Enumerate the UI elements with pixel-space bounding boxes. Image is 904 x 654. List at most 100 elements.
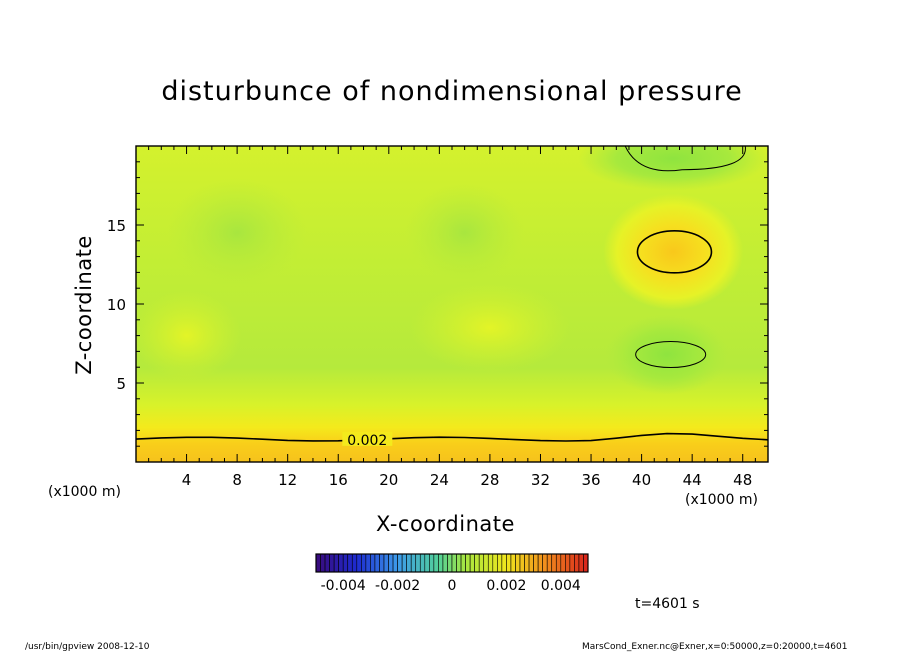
colorbar-cell (474, 553, 480, 573)
colorbar-cell (406, 553, 412, 573)
x-tick-label: 16 (329, 471, 348, 489)
colorbar-cell (574, 553, 580, 573)
colorbar-cell (487, 553, 494, 573)
footer-command: /usr/bin/gpview 2008-12-10 (25, 642, 150, 652)
chart-title: disturbunce of nondimensional pressure (161, 76, 743, 107)
colorbar-cell (515, 553, 521, 573)
contour-label-bg (342, 431, 393, 446)
colorbar-cell (447, 553, 453, 573)
colorbar-cell (537, 553, 543, 573)
colorbar-cell (424, 553, 430, 573)
y-axis-ticks: 5 10 15 (107, 145, 768, 463)
left-yellow-region (136, 290, 242, 381)
colorbar-cell (329, 553, 335, 573)
colorbar-tick-label: 0.002 (486, 578, 526, 594)
colorbar-cell (519, 553, 525, 573)
colorbar-cell (510, 553, 516, 573)
heatmap-field (136, 146, 768, 462)
colorbar-cell (324, 553, 330, 573)
colorbar-tick-label: 0 (448, 578, 457, 594)
x-tick-label: 44 (683, 471, 702, 489)
colorbar-cell (460, 553, 466, 573)
colorbar-cell (583, 553, 589, 573)
center-yellow-region (409, 282, 570, 373)
x-tick-label: 28 (480, 471, 499, 489)
colorbar-cell (578, 553, 584, 573)
x-tick-label: 20 (379, 471, 398, 489)
colorbar-cell (524, 553, 530, 573)
colorbar-cell (569, 553, 575, 573)
colorbar-tick-label: -0.004 (321, 578, 366, 594)
x-tick-label: 24 (430, 471, 449, 489)
x-tick-label: 48 (733, 471, 752, 489)
colorbar-cell (315, 553, 321, 573)
y-tick-label: 15 (107, 217, 126, 235)
contour-line-low (635, 341, 707, 369)
colorbar-cell (501, 553, 507, 573)
colorbar-cell (397, 553, 403, 573)
x-axis-ticks: 4 8 12 16 20 24 28 32 36 40 44 48 (135, 146, 769, 489)
y-tick-label: 10 (107, 296, 126, 314)
colorbar-cell (429, 553, 435, 573)
colorbar-cell (555, 553, 562, 573)
colorbar-cell (370, 553, 376, 573)
colorbar-cell (361, 553, 367, 573)
colorbar-cell (333, 553, 339, 573)
x-tick-label: 12 (278, 471, 297, 489)
contour-line-bottom (136, 432, 768, 442)
x-axis-label: X-coordinate (376, 512, 515, 536)
colorbar-cell (456, 553, 462, 573)
colorbar-cell (506, 553, 512, 573)
colorbar: -0.004 -0.002 0 0.002 0.004 (315, 553, 589, 594)
colorbar-cell (442, 553, 448, 573)
colorbar-border (315, 553, 589, 573)
colorbar-cell (415, 553, 421, 573)
colorbar-cell (497, 553, 503, 573)
colorbar-cell (342, 553, 349, 573)
colorbar-cell (320, 553, 326, 573)
top-low-region (578, 146, 768, 191)
colorbar-cell (478, 553, 485, 573)
colorbar-cell (542, 553, 548, 573)
colorbar-cell (347, 553, 353, 573)
high-pressure-region (603, 193, 744, 310)
footer-source: MarsCond_Exner.nc@Exner,x=0:50000,z=0:20… (582, 642, 848, 652)
colorbar-cell (401, 553, 407, 573)
colorbar-cell (433, 553, 439, 573)
colorbar-cell (351, 553, 358, 573)
colorbar-cell (365, 553, 371, 573)
colorbar-cell (419, 553, 426, 573)
colorbar-cell (388, 553, 394, 573)
contour-lines: 0.002 (136, 146, 768, 449)
colorbar-cell (338, 553, 344, 573)
x-tick-label: 4 (182, 471, 192, 489)
colorbar-cell (374, 553, 380, 573)
left-green-region (167, 177, 308, 288)
x-tick-label: 40 (632, 471, 651, 489)
contour-line-top (624, 146, 746, 172)
time-label: t=4601 s (635, 596, 700, 612)
colorbar-cell (469, 553, 475, 573)
x-unit-left: (x1000 m) (48, 484, 121, 500)
colorbar-cell (383, 553, 389, 573)
colorbar-cell (451, 553, 457, 573)
colorbar-cell (565, 553, 571, 573)
colorbar-cell (533, 553, 539, 573)
y-tick-label: 5 (116, 375, 126, 393)
colorbar-cell (410, 553, 417, 573)
x-unit-right: (x1000 m) (685, 492, 758, 508)
colorbar-cell (465, 553, 471, 573)
colorbar-cell (492, 553, 498, 573)
colorbar-tick-label: -0.002 (375, 578, 420, 594)
contour-label: 0.002 (347, 433, 387, 449)
colorbar-cell (438, 553, 444, 573)
colorbar-cell (356, 553, 362, 573)
colorbar-cell (551, 553, 557, 573)
colorbar-cell (392, 553, 398, 573)
colorbar-cell (379, 553, 385, 573)
contour-line-high (636, 230, 713, 274)
x-tick-label: 36 (581, 471, 600, 489)
colorbar-tick-label: 0.004 (541, 578, 581, 594)
x-tick-label: 32 (531, 471, 550, 489)
